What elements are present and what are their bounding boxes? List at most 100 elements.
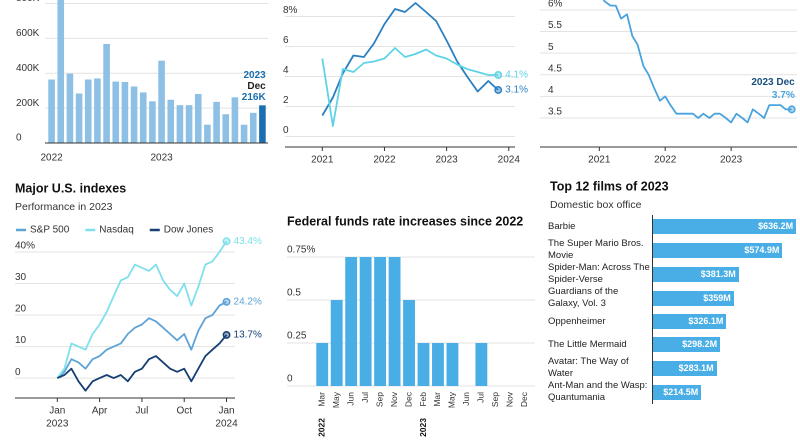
y-tick-label: 4	[283, 65, 289, 76]
bar-row: Guardians of the Galaxy, Vol. 3 $359M	[548, 286, 800, 310]
bar: $283.1M	[653, 360, 717, 376]
x-tick-label: Nov	[505, 391, 515, 407]
bar	[231, 97, 239, 143]
end-point	[222, 237, 231, 246]
y-tick-label: 20	[15, 304, 27, 315]
bar: $381.3M	[653, 266, 739, 282]
bar	[149, 101, 156, 143]
category-label: Ant-Man and the Wasp: Quantumania	[548, 380, 648, 403]
end-point	[222, 330, 231, 339]
x-group-label: 2022	[316, 418, 326, 437]
bar-row: Ant-Man and the Wasp: Quantumania $214.5M	[548, 380, 800, 404]
y-tick-label: 200K	[16, 98, 40, 109]
y-tick-label: 40%	[15, 241, 35, 252]
value-label: 216K	[242, 92, 267, 103]
bar	[94, 78, 101, 143]
bar	[194, 93, 202, 143]
x-tick-label: Dec	[403, 391, 413, 407]
x-tick-label: Jul	[136, 406, 149, 417]
y-tick-label: 5.5	[548, 20, 562, 31]
legend-label: Nasdaq	[99, 225, 133, 236]
series-line	[602, 0, 792, 124]
chart-title: Top 12 films of 2023	[550, 179, 669, 193]
end-point	[222, 297, 231, 306]
chart-title: Major U.S. indexes	[15, 181, 126, 195]
y-tick-label: 5	[548, 42, 554, 53]
y-tick-label: 30	[15, 272, 27, 283]
bar	[57, 0, 65, 143]
chart-subtitle: Performance in 2023	[15, 201, 113, 213]
chart-title: Federal funds rate increases since 2022	[287, 214, 523, 228]
bar	[112, 81, 120, 143]
bar	[66, 73, 74, 143]
series-line	[56, 240, 228, 379]
value-label: 43.4%	[234, 236, 262, 247]
value-label: 4.1%	[505, 70, 528, 81]
bar-track: $381.3M	[652, 262, 800, 286]
x-tick-label: Mar	[316, 392, 326, 407]
bar	[75, 93, 83, 143]
annotation: 2023	[243, 70, 266, 81]
bar-track: $636.2M	[652, 215, 800, 238]
bar	[185, 105, 193, 143]
bar: $326.1M	[653, 314, 727, 329]
bar: $636.2M	[653, 219, 797, 234]
x-tick-label: Jul	[476, 392, 486, 403]
bar	[417, 343, 430, 386]
x-tick-label: Jul	[360, 392, 370, 403]
category-label: Barbie	[548, 220, 576, 232]
end-point	[787, 105, 796, 114]
y-tick-label: 0.75%	[287, 245, 315, 256]
y-tick-label: 0	[283, 125, 289, 136]
y-tick-label: 6%	[548, 0, 563, 10]
bar	[176, 105, 184, 143]
category-label: Oppenheimer	[548, 315, 606, 327]
bar	[84, 79, 92, 143]
y-tick-label: 4.5	[548, 63, 562, 74]
bar	[388, 257, 401, 386]
x-tick-year: 2024	[215, 419, 238, 430]
bar	[374, 257, 387, 386]
bar	[345, 257, 358, 386]
bar: $574.9M	[653, 242, 783, 258]
chart-subtitle: Domestic box office	[550, 199, 642, 211]
category-label: The Little Mermaid	[548, 338, 627, 350]
series-line	[321, 2, 499, 116]
bar-row: The Little Mermaid $298.2M	[548, 333, 800, 356]
x-tick-label: 2023	[720, 155, 743, 166]
value-label: 3.7%	[772, 90, 795, 101]
y-tick-label: 10	[15, 335, 27, 346]
annotation: Dec	[247, 81, 266, 92]
bar-track: $298.2M	[652, 333, 800, 356]
y-tick-label: 0.5	[287, 288, 301, 299]
x-tick-label: Jun	[345, 392, 355, 406]
bar-row: The Super Mario Bros. Movie $574.9M	[548, 238, 800, 262]
bar	[213, 101, 220, 143]
bar	[103, 43, 110, 143]
y-tick-label: 3.5	[548, 107, 562, 118]
bar: $359M	[653, 290, 734, 306]
bar	[359, 257, 372, 386]
bar-row: Oppenheimer $326.1M	[548, 310, 800, 333]
bar	[330, 300, 343, 386]
bar	[432, 343, 444, 386]
x-tick-label: May	[447, 391, 457, 408]
y-tick-label: 400K	[16, 63, 40, 74]
x-tick-label: Jan	[218, 406, 234, 417]
annotation: 2023 Dec	[751, 77, 795, 88]
value-label: 3.1%	[505, 85, 528, 96]
bar	[475, 343, 488, 386]
x-tick-label: Mar	[432, 392, 442, 407]
x-tick-label: 2022	[654, 155, 677, 166]
y-tick-label: 600K	[16, 28, 40, 39]
value-label: 13.7%	[234, 330, 262, 341]
y-tick-label: 0	[16, 133, 22, 144]
series-line	[321, 47, 499, 127]
bar: $298.2M	[653, 337, 721, 352]
y-tick-label: 8%	[283, 5, 298, 16]
x-tick-label: 2023	[435, 155, 458, 166]
bar	[158, 60, 165, 143]
x-tick-label: Oct	[176, 406, 192, 417]
bar	[139, 92, 147, 143]
